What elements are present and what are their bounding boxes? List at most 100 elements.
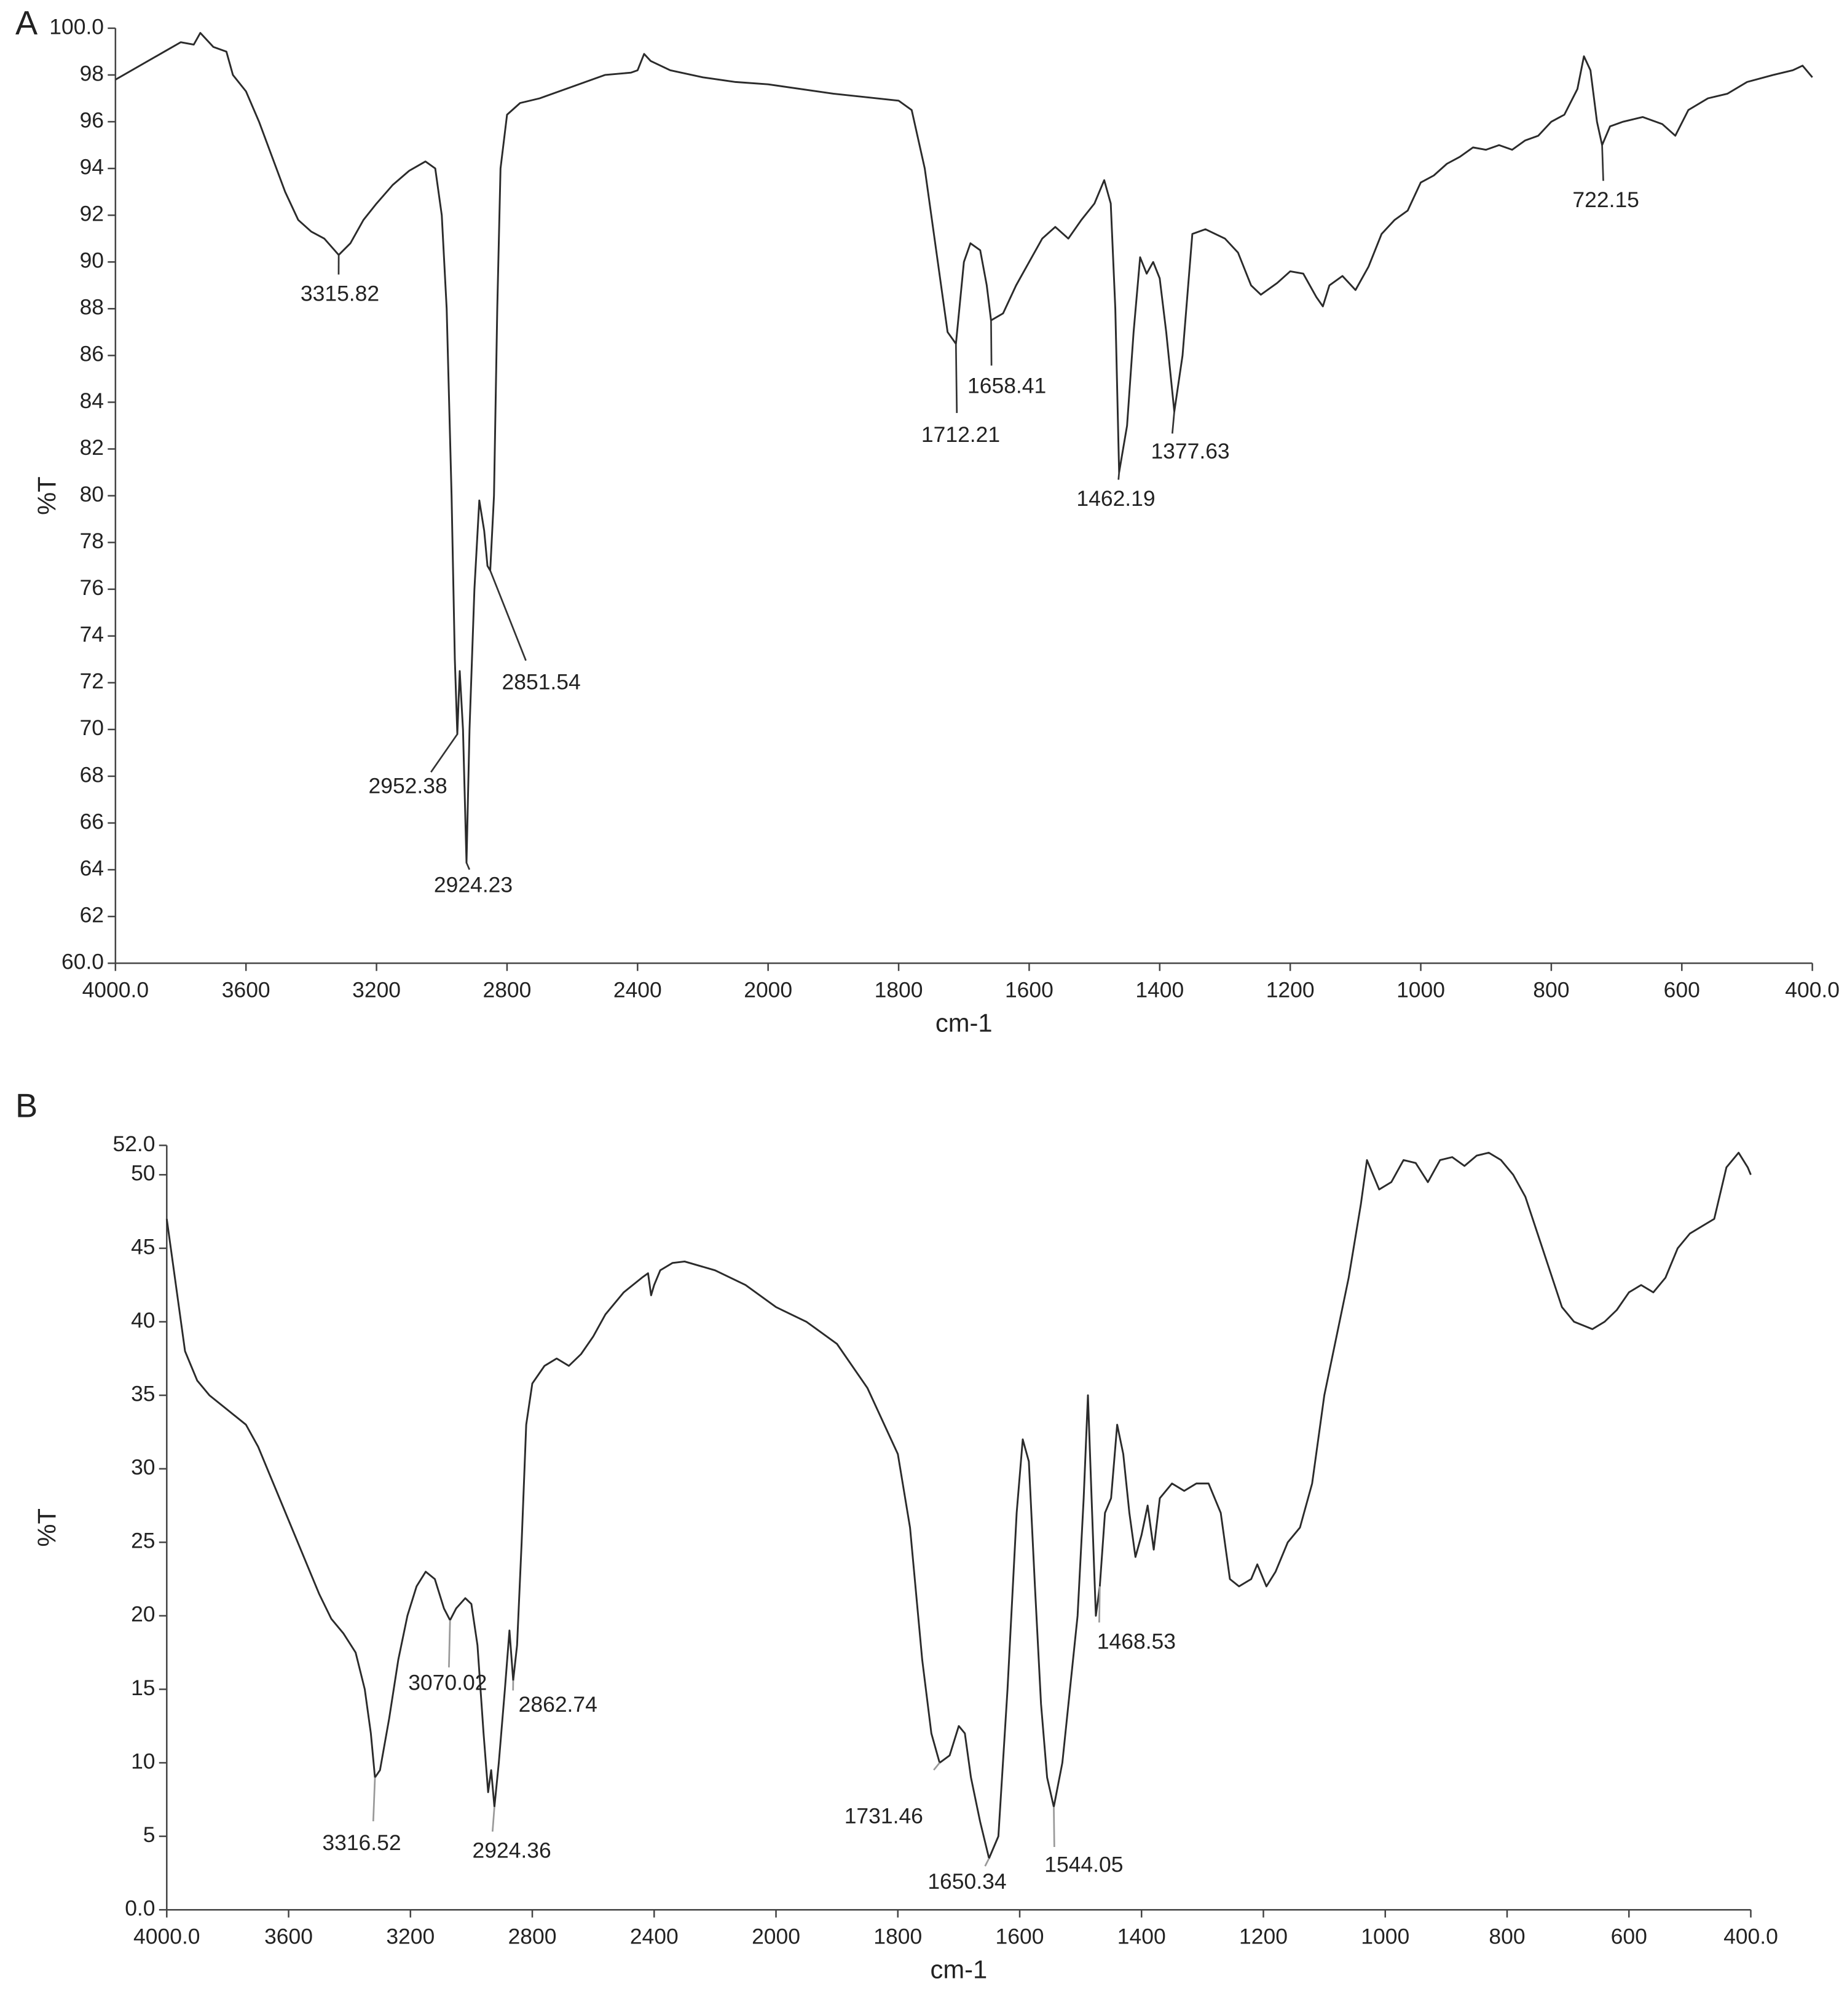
spectrum-line xyxy=(115,32,1813,864)
y-tick-label: 15 xyxy=(131,1675,155,1700)
peak-label: 3316.52 xyxy=(322,1830,401,1855)
peak-label: 1712.21 xyxy=(921,422,1000,447)
y-tick-label: 30 xyxy=(131,1455,155,1479)
peak-leader xyxy=(984,1857,990,1867)
panel-label: B xyxy=(15,1087,37,1124)
x-tick-label: 4000.0 xyxy=(82,977,149,1002)
peak-label: 3315.82 xyxy=(301,281,379,305)
y-tick-label: 84 xyxy=(80,388,104,413)
y-tick-label: 70 xyxy=(80,715,104,740)
peak-leader xyxy=(491,1806,495,1832)
x-tick-label: 400.0 xyxy=(1785,977,1840,1002)
x-tick-label: 2000 xyxy=(752,1924,800,1948)
x-tick-label: 1200 xyxy=(1266,977,1315,1002)
y-tick-label: 62 xyxy=(80,902,104,927)
y-axis-label: %T xyxy=(32,476,61,515)
peak-leader xyxy=(1053,1806,1055,1847)
x-tick-label: 2400 xyxy=(613,977,662,1002)
peak-label: 2851.54 xyxy=(502,670,581,695)
x-tick-label: 2000 xyxy=(744,977,792,1002)
peak-label: 1462.19 xyxy=(1076,486,1155,511)
x-tick-label: 1400 xyxy=(1135,977,1184,1002)
peak-label: 2924.36 xyxy=(473,1838,551,1863)
peak-label: 722.15 xyxy=(1572,187,1639,212)
x-tick-label: 600 xyxy=(1611,1924,1647,1948)
y-tick-label: 60.0 xyxy=(61,950,104,974)
y-tick-label: 35 xyxy=(131,1381,155,1406)
peak-leader xyxy=(465,862,471,870)
y-tick-label: 74 xyxy=(80,622,104,647)
peak-label: 2862.74 xyxy=(519,1692,597,1717)
y-tick-label: 100.0 xyxy=(49,14,104,39)
x-tick-label: 4000.0 xyxy=(133,1924,200,1948)
peak-leader xyxy=(372,1777,376,1822)
peak-label: 1544.05 xyxy=(1044,1853,1123,1877)
y-tick-label: 40 xyxy=(131,1308,155,1333)
y-tick-label: 45 xyxy=(131,1234,155,1259)
x-tick-label: 400.0 xyxy=(1723,1924,1778,1948)
peak-leader xyxy=(430,733,459,773)
y-tick-label: 76 xyxy=(80,575,104,600)
y-tick-label: 82 xyxy=(80,435,104,460)
y-tick-label: 78 xyxy=(80,529,104,553)
panel-label: A xyxy=(15,5,38,42)
y-tick-label: 68 xyxy=(80,762,104,787)
peak-label: 1658.41 xyxy=(967,374,1046,398)
x-tick-label: 1600 xyxy=(996,1924,1044,1948)
peak-label: 1731.46 xyxy=(845,1803,923,1828)
y-tick-label: 88 xyxy=(80,295,104,320)
y-tick-label: 96 xyxy=(80,108,104,132)
spectrum-line xyxy=(165,1151,1752,1859)
y-tick-label: 90 xyxy=(80,248,104,273)
peak-label: 2924.23 xyxy=(434,872,513,897)
y-tick-label: 92 xyxy=(80,202,104,226)
x-axis-label: cm-1 xyxy=(935,1008,993,1037)
y-tick-label: 86 xyxy=(80,342,104,366)
x-tick-label: 2400 xyxy=(630,1924,679,1948)
peak-leader xyxy=(448,1620,451,1668)
y-tick-label: 5 xyxy=(143,1822,156,1847)
x-tick-label: 1800 xyxy=(875,977,923,1002)
peak-label: 1650.34 xyxy=(927,1869,1006,1894)
peak-leader xyxy=(933,1762,940,1771)
x-tick-label: 1200 xyxy=(1239,1924,1288,1948)
peak-leader xyxy=(1098,1586,1101,1623)
x-tick-label: 1000 xyxy=(1361,1924,1409,1948)
y-tick-label: 10 xyxy=(131,1749,155,1773)
x-tick-label: 800 xyxy=(1489,1924,1525,1948)
y-tick-label: 20 xyxy=(131,1602,155,1626)
peak-label: 2952.38 xyxy=(369,774,447,798)
x-tick-label: 600 xyxy=(1664,977,1700,1002)
x-tick-label: 3600 xyxy=(222,977,270,1002)
y-tick-label: 52.0 xyxy=(112,1132,155,1156)
y-tick-label: 64 xyxy=(80,856,104,880)
y-tick-label: 98 xyxy=(80,61,104,85)
x-tick-label: 1600 xyxy=(1005,977,1053,1002)
x-tick-label: 1000 xyxy=(1396,977,1445,1002)
x-tick-label: 3200 xyxy=(386,1924,435,1948)
peak-leader xyxy=(489,570,527,661)
peak-leader xyxy=(1601,145,1604,181)
y-tick-label: 94 xyxy=(80,154,104,179)
y-tick-label: 80 xyxy=(80,482,104,506)
y-tick-label: 72 xyxy=(80,669,104,693)
x-axis-label: cm-1 xyxy=(931,1955,988,1983)
x-tick-label: 1800 xyxy=(873,1924,922,1948)
x-tick-label: 800 xyxy=(1533,977,1569,1002)
peak-label: 1377.63 xyxy=(1151,439,1229,463)
y-tick-label: 0.0 xyxy=(125,1896,155,1921)
x-tick-label: 2800 xyxy=(508,1924,557,1948)
peak-label: 1468.53 xyxy=(1097,1629,1176,1654)
y-tick-label: 25 xyxy=(131,1529,155,1553)
y-tick-label: 66 xyxy=(80,809,104,833)
x-tick-label: 2800 xyxy=(482,977,531,1002)
y-tick-label: 50 xyxy=(131,1161,155,1186)
peak-leader xyxy=(1171,411,1175,434)
peak-label: 3070.02 xyxy=(408,1670,487,1695)
x-tick-label: 3600 xyxy=(264,1924,313,1948)
y-axis-label: %T xyxy=(32,1508,61,1547)
x-tick-label: 1400 xyxy=(1117,1924,1166,1948)
x-tick-label: 3200 xyxy=(352,977,401,1002)
